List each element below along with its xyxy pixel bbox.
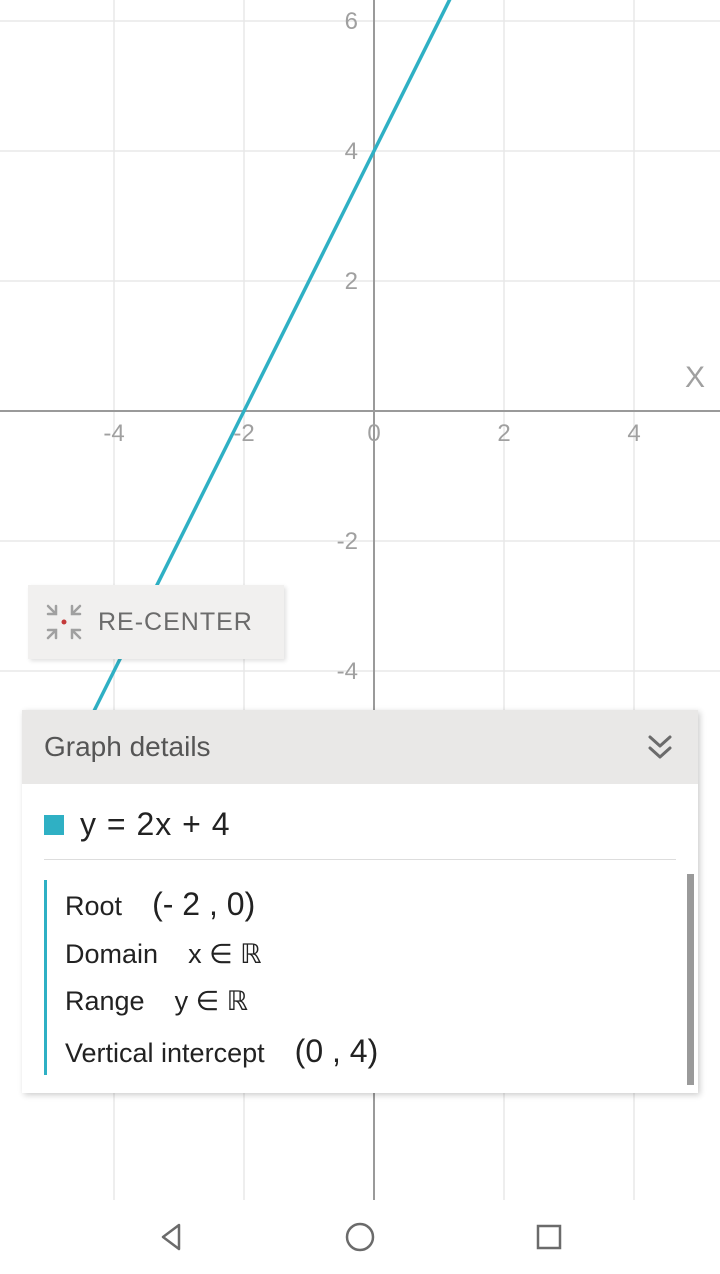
graph-properties: Root (- 2 , 0) Domain x ∈ ℝ Range y ∈ ℝ … bbox=[44, 880, 676, 1075]
series-color-swatch bbox=[44, 815, 64, 835]
svg-text:6: 6 bbox=[345, 8, 358, 35]
domain-label: Domain bbox=[65, 939, 158, 969]
navigation-bar bbox=[0, 1200, 720, 1274]
recenter-label: RE-CENTER bbox=[98, 608, 253, 637]
range-label: Range bbox=[65, 986, 145, 1016]
root-value: (- 2 , 0) bbox=[152, 886, 255, 922]
x-axis-label: X bbox=[685, 361, 705, 395]
nav-home-button[interactable] bbox=[342, 1219, 378, 1255]
svg-text:-4: -4 bbox=[337, 658, 358, 685]
scroll-indicator[interactable] bbox=[687, 874, 694, 1085]
recenter-icon bbox=[42, 600, 86, 644]
range-value: y ∈ ℝ bbox=[175, 986, 248, 1016]
svg-text:2: 2 bbox=[345, 268, 358, 295]
property-range: Range y ∈ ℝ bbox=[65, 981, 676, 1022]
vintercept-label: Vertical intercept bbox=[65, 1038, 265, 1068]
graph-details-title: Graph details bbox=[44, 731, 211, 763]
graph-details-body: y = 2x + 4 Root (- 2 , 0) Domain x ∈ ℝ R… bbox=[22, 784, 698, 1093]
svg-text:4: 4 bbox=[627, 420, 640, 447]
nav-back-button[interactable] bbox=[153, 1219, 189, 1255]
root-label: Root bbox=[65, 891, 122, 921]
property-vertical-intercept: Vertical intercept (0 , 4) bbox=[65, 1027, 676, 1075]
svg-text:-2: -2 bbox=[337, 528, 358, 555]
vintercept-value: (0 , 4) bbox=[295, 1033, 379, 1069]
svg-text:-4: -4 bbox=[103, 420, 124, 447]
chevron-down-icon bbox=[644, 731, 676, 763]
nav-recent-button[interactable] bbox=[531, 1219, 567, 1255]
svg-text:0: 0 bbox=[367, 420, 380, 447]
graph-details-header[interactable]: Graph details bbox=[22, 710, 698, 784]
recenter-button[interactable]: RE-CENTER bbox=[28, 585, 284, 659]
domain-value: x ∈ ℝ bbox=[188, 939, 261, 969]
graph-details-panel: Graph details y = 2x + 4 Root (- 2 , 0) … bbox=[22, 710, 698, 1093]
equation-row: y = 2x + 4 bbox=[44, 806, 676, 860]
equation-text: y = 2x + 4 bbox=[80, 806, 231, 843]
svg-text:4: 4 bbox=[345, 138, 358, 165]
property-root: Root (- 2 , 0) bbox=[65, 880, 676, 928]
svg-text:-2: -2 bbox=[233, 420, 254, 447]
property-domain: Domain x ∈ ℝ bbox=[65, 934, 676, 975]
svg-text:2: 2 bbox=[497, 420, 510, 447]
